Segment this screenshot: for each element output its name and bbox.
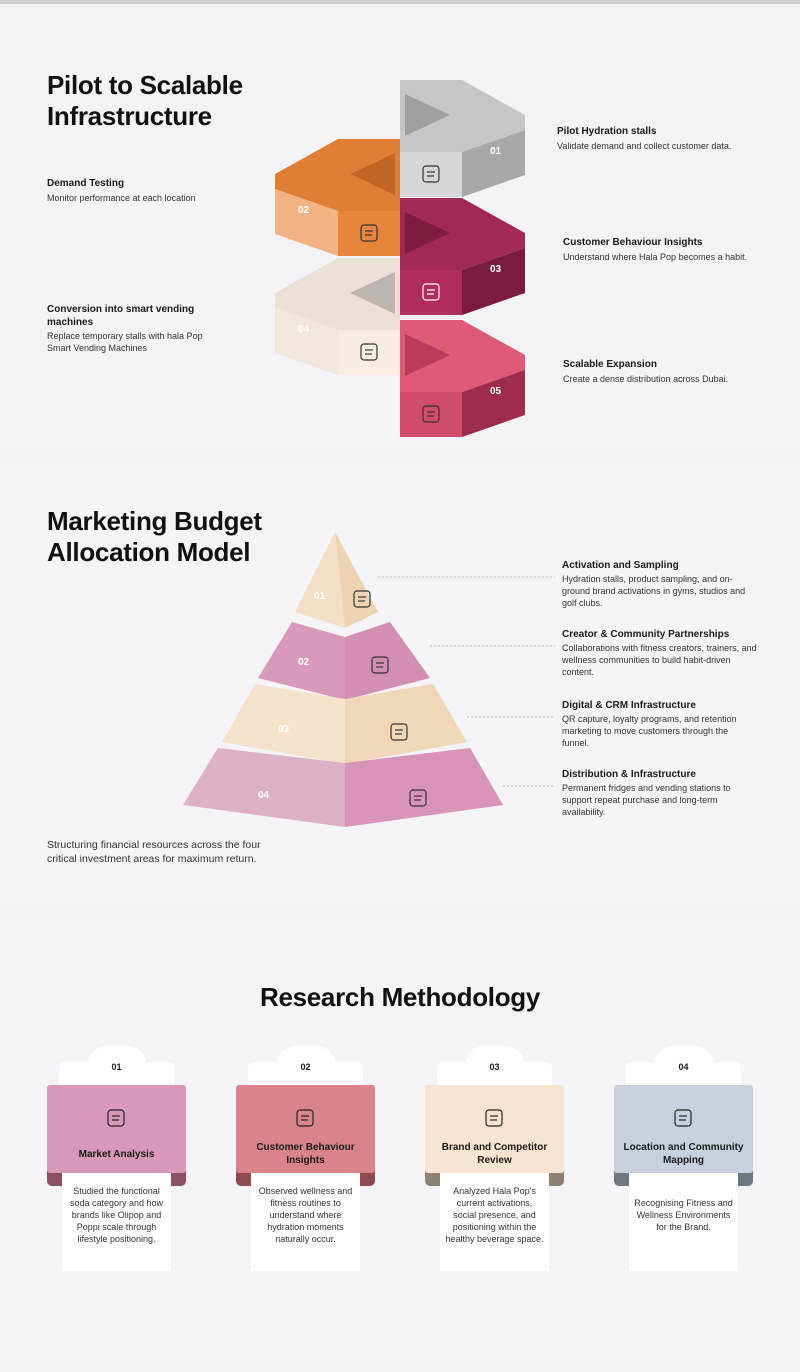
step-title: Demand Testing <box>47 178 125 189</box>
segment-side <box>462 370 525 437</box>
segment-front <box>400 152 462 197</box>
section-title: Pilot to Scalable Infrastructure <box>47 70 243 131</box>
card-title: Customer Behaviour Insights <box>256 1142 355 1166</box>
level-title: Activation and Sampling <box>562 560 679 571</box>
step-title: Pilot Hydration stalls <box>557 126 657 137</box>
segment-inner <box>405 94 450 136</box>
level-number: 03 <box>278 724 290 735</box>
card-number: 04 <box>678 1062 689 1072</box>
card-head <box>425 1085 564 1173</box>
step-text: Monitor performance at each location <box>47 193 196 203</box>
segment-top <box>275 258 400 330</box>
level-text: Permanent fridges and vending stations t… <box>562 783 731 817</box>
icon <box>296 1109 314 1127</box>
pyramid-left <box>222 684 345 764</box>
card-head <box>236 1085 375 1173</box>
card-body <box>629 1173 738 1271</box>
level-number: 04 <box>258 790 270 801</box>
card-number: 03 <box>489 1062 500 1072</box>
icon <box>674 1109 692 1127</box>
card-body <box>62 1173 171 1271</box>
step-text: Replace temporary stalls with hala Pop S… <box>47 331 203 353</box>
segment-top <box>400 80 525 152</box>
segment-inner <box>350 272 395 314</box>
pyramid-left <box>295 532 345 628</box>
pyramid-right <box>335 532 378 628</box>
step-number: 04 <box>298 324 310 335</box>
step-title: Scalable Expansion <box>563 359 657 370</box>
step-number: 03 <box>490 264 502 275</box>
pyramid-left <box>183 748 345 827</box>
step-title: Customer Behaviour Insights <box>563 237 703 248</box>
icon <box>409 789 427 807</box>
step-number: 02 <box>298 205 310 216</box>
card-head <box>47 1085 186 1173</box>
icon <box>422 405 440 423</box>
caption: Structuring financial resources across t… <box>47 839 261 865</box>
card-tab <box>87 1046 147 1086</box>
card-tab <box>465 1046 525 1086</box>
step-text: Validate demand and collect customer dat… <box>557 141 732 151</box>
level-title: Digital & CRM Infrastructure <box>562 700 696 711</box>
segment-top <box>400 320 525 392</box>
step-number: 05 <box>490 386 502 397</box>
card-text: Observed wellness and fitness routines t… <box>258 1186 353 1244</box>
pyramid-right <box>345 748 503 827</box>
top-bar <box>0 0 800 4</box>
level-title: Creator & Community Partnerships <box>562 629 730 640</box>
card-text: Recognising Fitness and Wellness Environ… <box>634 1198 733 1232</box>
section-title: Marketing Budget Allocation Model <box>47 506 262 567</box>
card-title: Brand and Competitor Review <box>441 1142 548 1166</box>
card-text: Studied the functional soda category and… <box>69 1186 164 1244</box>
pyramid-left <box>258 622 345 700</box>
icon <box>360 343 378 361</box>
level-text: QR capture, loyalty programs, and retent… <box>562 714 737 748</box>
icon <box>422 283 440 301</box>
card-head <box>614 1085 753 1173</box>
level-number: 02 <box>298 657 310 668</box>
card-body <box>440 1173 549 1271</box>
icon <box>371 656 389 674</box>
icon <box>485 1109 503 1127</box>
step-title: Conversion into smart vending machines <box>47 304 195 328</box>
segment-side <box>275 308 338 375</box>
segment-top <box>400 198 525 270</box>
card-number: 01 <box>111 1062 122 1072</box>
card-tab <box>654 1046 714 1086</box>
card-number: 02 <box>300 1062 311 1072</box>
level-text: Hydration stalls, product sampling, and … <box>562 574 746 608</box>
segment-front <box>338 211 400 256</box>
level-text: Collaborations with fitness creators, tr… <box>562 643 757 677</box>
segment-side <box>275 189 338 256</box>
segment-inner <box>405 334 450 376</box>
step-number: 01 <box>490 146 502 157</box>
segment-side <box>462 248 525 315</box>
icon <box>390 723 408 741</box>
icon <box>422 165 440 183</box>
segment-front <box>400 392 462 437</box>
card-body <box>251 1173 360 1271</box>
card-title: Market Analysis <box>78 1148 155 1160</box>
level-number: 01 <box>314 591 326 602</box>
step-text: Understand where Hala Pop becomes a habi… <box>563 252 748 262</box>
segment-top <box>275 139 400 211</box>
icon <box>107 1109 125 1127</box>
icon <box>353 590 371 608</box>
segment-front <box>338 330 400 375</box>
section-title: Research Methodology <box>259 982 541 1012</box>
card-tab <box>276 1046 336 1086</box>
segment-inner <box>350 153 395 195</box>
icon <box>360 224 378 242</box>
level-title: Distribution & Infrastructure <box>562 769 696 780</box>
card-title: Location and Community Mapping <box>623 1142 744 1166</box>
segment-side <box>462 130 525 197</box>
segment-front <box>400 270 462 315</box>
step-text: Create a dense distribution across Dubai… <box>563 374 729 384</box>
card-text: Analyzed Hala Pop's current activations,… <box>445 1186 544 1244</box>
segment-inner <box>405 212 450 254</box>
